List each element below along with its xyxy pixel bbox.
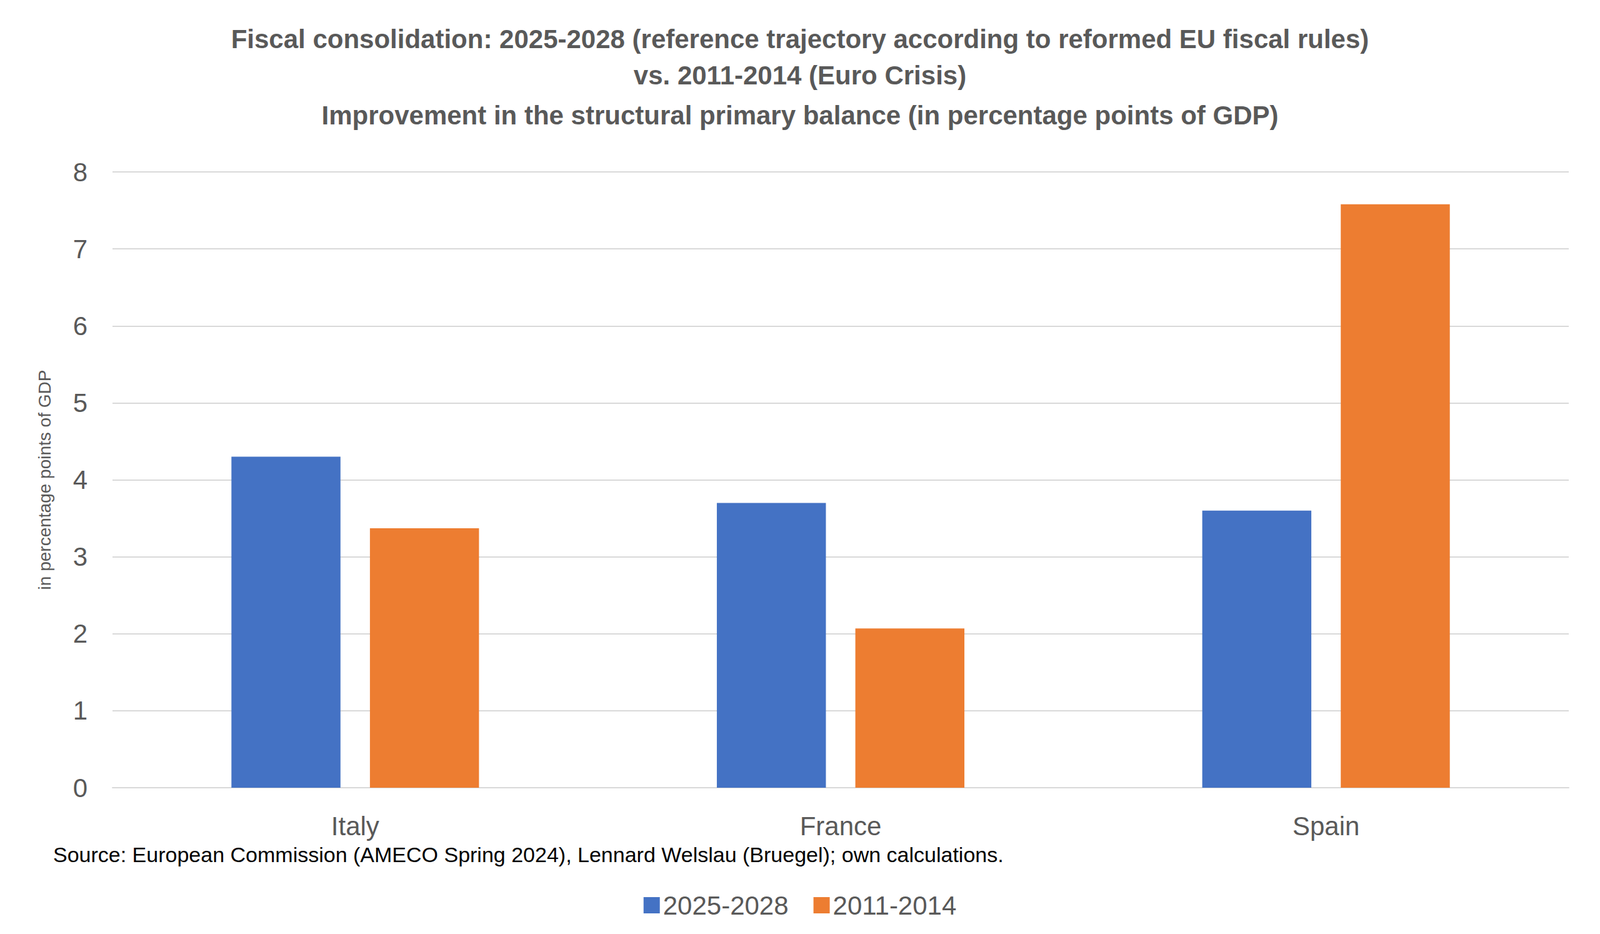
svg-text:4: 4 xyxy=(73,465,88,495)
svg-text:2: 2 xyxy=(73,618,88,649)
svg-text:6: 6 xyxy=(73,311,88,341)
svg-text:France: France xyxy=(800,811,882,841)
svg-text:3: 3 xyxy=(73,541,88,572)
svg-text:in percentage points of GDP: in percentage points of GDP xyxy=(35,370,55,590)
svg-text:Spain: Spain xyxy=(1292,811,1360,841)
svg-text:Italy: Italy xyxy=(331,811,380,841)
svg-text:Source: European Commission (A: Source: European Commission (AMECO Sprin… xyxy=(53,842,1004,867)
svg-text:2025-2028: 2025-2028 xyxy=(663,890,789,920)
svg-text:Improvement in the structural: Improvement in the structural primary ba… xyxy=(321,100,1279,130)
svg-text:vs. 2011-2014 (Euro Crisis): vs. 2011-2014 (Euro Crisis) xyxy=(633,60,967,90)
svg-text:0: 0 xyxy=(73,773,88,803)
svg-text:Fiscal consolidation: 2025-202: Fiscal consolidation: 2025-2028 (referen… xyxy=(231,24,1370,54)
svg-text:8: 8 xyxy=(73,157,88,187)
svg-text:1: 1 xyxy=(73,695,88,725)
svg-text:7: 7 xyxy=(73,234,88,264)
svg-text:2011-2014: 2011-2014 xyxy=(833,890,957,920)
svg-text:5: 5 xyxy=(73,388,88,418)
